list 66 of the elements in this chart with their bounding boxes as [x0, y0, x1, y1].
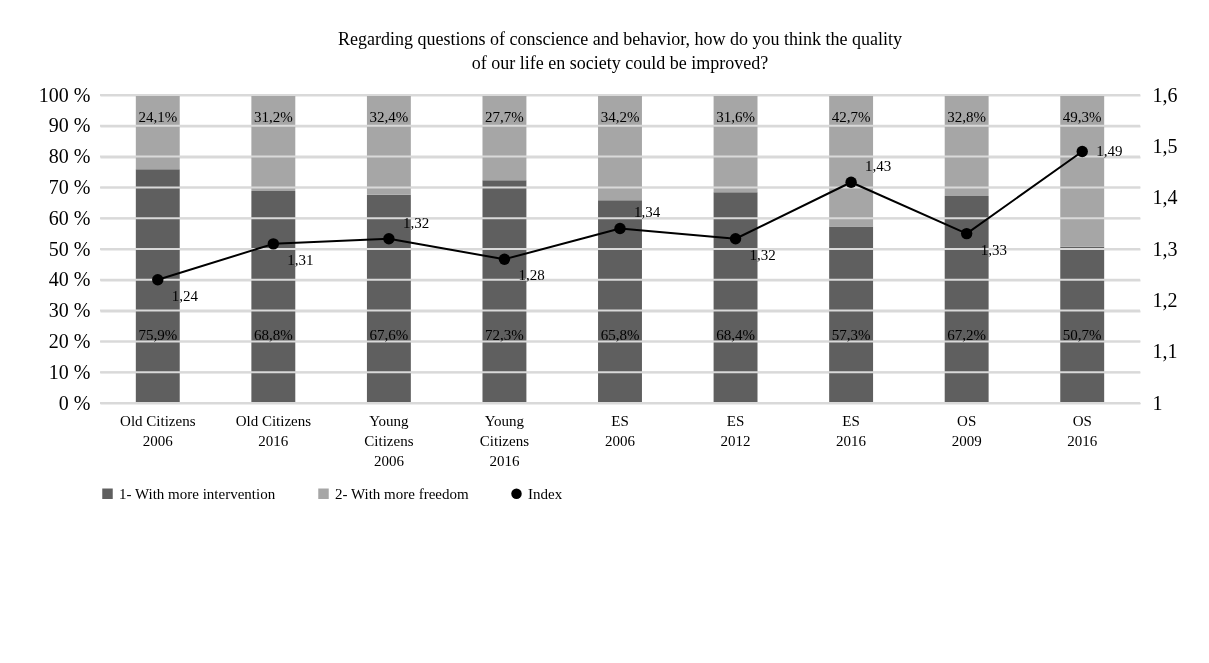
- data-label: 32,4%: [369, 109, 409, 125]
- data-label: 49,3%: [1062, 109, 1102, 125]
- x-tick-label: Young Citizens 2016: [479, 412, 530, 469]
- data-label: 31,6%: [716, 109, 755, 125]
- data-label: 75,9%: [138, 327, 178, 343]
- data-label: 65,8%: [600, 327, 640, 343]
- legend-label: 2- With more freedom: [335, 485, 469, 502]
- point: [729, 233, 742, 245]
- data-label: 68,8%: [253, 327, 293, 343]
- x-tick-label: ES 2012: [720, 412, 751, 449]
- y-tick-label: 40 %: [48, 268, 91, 291]
- data-label: 50,7%: [1062, 327, 1102, 343]
- y2-tick-label: 1,2: [1152, 288, 1178, 311]
- point: [845, 176, 857, 188]
- data-label: 1,32: [402, 214, 430, 231]
- data-label: 31,2%: [253, 109, 293, 125]
- x-tick-label: Old Citizens 2006: [120, 412, 196, 449]
- y2-tick-label: 1,6: [1152, 83, 1178, 106]
- data-label: 24,1%: [138, 109, 178, 125]
- y2-tick-label: 1,4: [1152, 186, 1178, 209]
- y-tick-label: 90 %: [48, 114, 91, 137]
- point: [1076, 145, 1088, 158]
- text: Regarding questions of conscience and behavior, how do you think the quality: [337, 29, 903, 49]
- data-label: 34,2%: [600, 109, 640, 125]
- x-tick-label: OS 2009: [951, 412, 982, 449]
- data-label: 67,2%: [947, 327, 987, 343]
- y-tick-label: 50 %: [48, 237, 91, 260]
- data-label: 42,7%: [831, 109, 871, 125]
- y2-tick-label: 1,5: [1152, 134, 1178, 157]
- point: [614, 222, 626, 235]
- y-tick-label: 0 %: [58, 391, 91, 414]
- point: [498, 253, 511, 265]
- x-tick-label: Young Citizens 2006: [364, 412, 414, 469]
- bar: [1060, 246, 1105, 403]
- point: [267, 238, 280, 250]
- data-label: 57,3%: [831, 327, 871, 343]
- y-tick-label: 80 %: [48, 145, 91, 168]
- y-tick-label: 60 %: [48, 206, 91, 229]
- x-tick-label: Old Citizens 2016: [235, 412, 312, 449]
- y-tick-label: 10 %: [48, 360, 91, 383]
- data-label: 1,28: [518, 267, 545, 284]
- y2-tick-label: 1: [1152, 391, 1163, 414]
- text: of our life en society could be improved?: [471, 53, 769, 73]
- legend-label: Index: [528, 485, 563, 502]
- point: [383, 233, 395, 245]
- data-label: 68,4%: [716, 327, 755, 343]
- y2-tick-label: 1,1: [1152, 340, 1178, 363]
- data-label: 72,3%: [485, 327, 524, 343]
- data-label: 1,33: [980, 241, 1007, 258]
- y2-tick-label: 1,3: [1152, 237, 1178, 260]
- y-tick-label: 20 %: [48, 329, 91, 352]
- x-tick-label: ES 2006: [605, 412, 636, 449]
- data-label: 1,49: [1096, 143, 1123, 160]
- data-label: 32,8%: [947, 109, 987, 125]
- y-tick-label: 70 %: [48, 175, 91, 198]
- y-tick-label: 100 %: [38, 83, 91, 106]
- data-label: 1,43: [865, 158, 892, 175]
- bar: [829, 226, 874, 403]
- point: [960, 227, 973, 240]
- y-tick-label: 30 %: [48, 299, 91, 322]
- point: [152, 274, 164, 286]
- x-tick-label: OS 2016: [1067, 412, 1098, 449]
- legend-label: 1- With more intervention: [119, 485, 276, 502]
- data-label: 27,7%: [485, 109, 524, 125]
- x-tick-label: ES 2016: [836, 412, 867, 449]
- data-label: 67,6%: [369, 327, 409, 343]
